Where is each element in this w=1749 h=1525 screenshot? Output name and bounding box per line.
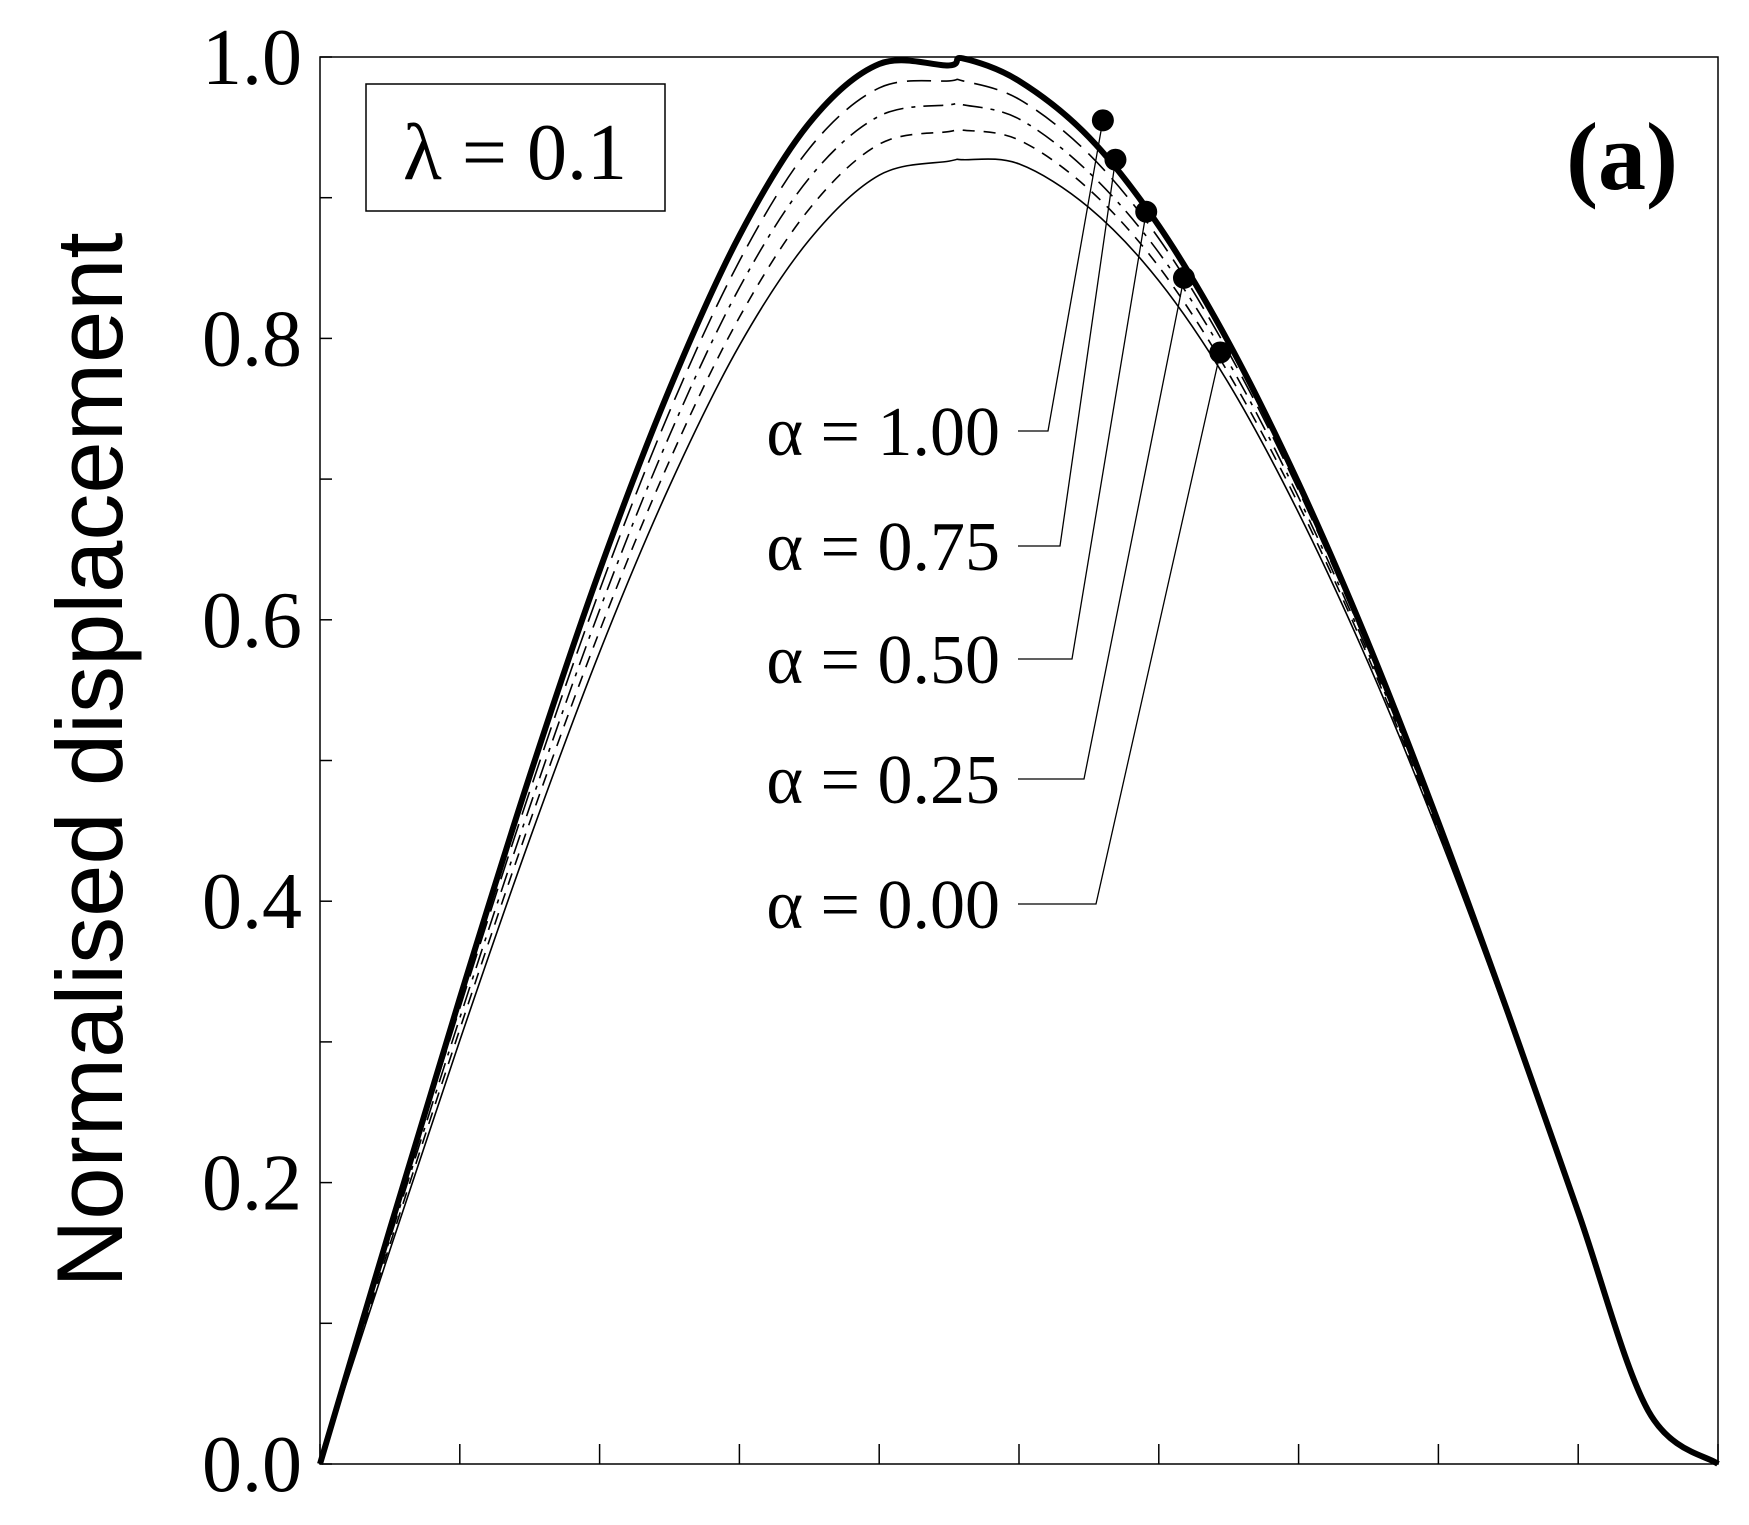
series-line-alpha-0.50 — [319, 102, 1719, 1465]
series-line-alpha-1.00 — [317, 54, 1720, 1467]
marker-dot — [1172, 266, 1195, 289]
y-tick-label: 0.4 — [202, 858, 302, 946]
leader-line — [1018, 120, 1104, 432]
series-label-alpha-0.25: α = 0.25 — [766, 742, 1000, 819]
legend-annotations: α = 1.00 α = 0.75 α = 0.50 α = 0.25 α = 0.00 — [766, 394, 1000, 944]
parameter-box — [365, 83, 666, 212]
leader-line — [1018, 159, 1117, 547]
panel-label: (a) — [1566, 103, 1678, 210]
series-line-alpha-0.25 — [319, 128, 1719, 1465]
plot-frame — [319, 56, 1719, 1465]
leader-line — [1018, 352, 1221, 905]
series-label-alpha-0.00: α = 0.00 — [766, 867, 1000, 944]
y-tick-label: 0.8 — [202, 295, 302, 383]
series-label-alpha-0.50: α = 0.50 — [766, 622, 1000, 699]
y-tick-label: 0.0 — [202, 1421, 302, 1509]
y-tick-label: 0.6 — [202, 577, 302, 665]
marker-dot — [1091, 109, 1114, 132]
series-label-alpha-0.75: α = 0.75 — [766, 509, 1000, 586]
curves — [317, 54, 1720, 1467]
series-label-alpha-1.00: α = 1.00 — [766, 394, 1000, 471]
series-line-alpha-0.00 — [319, 158, 1719, 1465]
marker-dot — [1209, 341, 1232, 364]
curve-markers — [1091, 109, 1232, 364]
parameter-label: λ = 0.1 — [403, 109, 627, 197]
leader-line — [1018, 211, 1147, 660]
marker-dot — [1104, 148, 1127, 171]
y-tick-label: 0.2 — [202, 1140, 302, 1228]
y-axis: 0.0 0.2 0.4 0.6 0.8 1.0 — [202, 14, 332, 1509]
y-tick-label: 1.0 — [202, 14, 302, 102]
leader-lines — [1018, 120, 1221, 905]
marker-dot — [1135, 200, 1158, 223]
y-axis-title: Normalised displacement — [37, 232, 142, 1287]
x-axis — [319, 1444, 1719, 1464]
leader-line — [1018, 277, 1185, 780]
